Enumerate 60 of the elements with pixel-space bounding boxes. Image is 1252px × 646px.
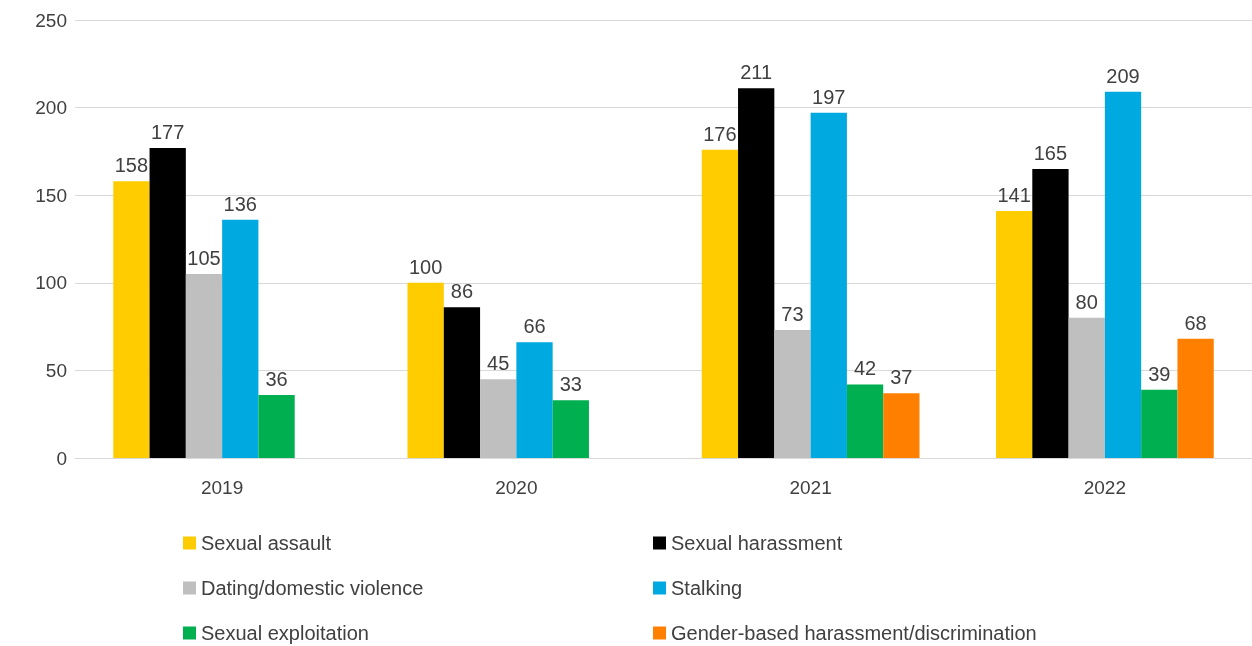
- legend-label: Sexual harassment: [671, 532, 843, 554]
- y-tick-label: 100: [35, 272, 67, 294]
- data-label: 100: [408, 255, 443, 278]
- data-label: 105: [187, 247, 221, 270]
- y-tick-label: 150: [35, 184, 67, 206]
- bar: [552, 400, 589, 458]
- data-label: 158: [114, 154, 149, 177]
- bar: [222, 219, 259, 458]
- bar: [846, 384, 884, 458]
- bar: [1104, 91, 1142, 458]
- bar: [883, 393, 920, 458]
- data-label: 209: [1106, 64, 1140, 87]
- bar: [113, 181, 150, 458]
- bar: [258, 394, 295, 458]
- data-label: 165: [1033, 141, 1068, 164]
- y-tick-label: 0: [56, 447, 67, 469]
- data-label: 33: [559, 373, 582, 396]
- data-label: 37: [890, 366, 913, 389]
- legend-label: Dating/domestic violence: [201, 577, 424, 599]
- bar: [185, 274, 223, 458]
- bar: [407, 282, 444, 458]
- legend-label: Stalking: [671, 577, 743, 599]
- y-tick-label: 200: [35, 97, 67, 119]
- data-label: 141: [997, 183, 1031, 206]
- data-label: 176: [703, 122, 737, 145]
- x-tick-label: 2021: [789, 477, 832, 498]
- y-tick-label: 50: [45, 359, 67, 381]
- y-tick-label: 250: [35, 9, 67, 31]
- data-label: 86: [450, 280, 474, 303]
- legend-label: Sexual exploitation: [201, 622, 369, 644]
- data-label: 197: [812, 85, 846, 108]
- data-label: 45: [487, 352, 510, 375]
- bar: [480, 379, 517, 458]
- bar: [774, 330, 811, 458]
- bar: [1141, 389, 1178, 458]
- bar: [996, 210, 1033, 458]
- x-tick-label: 2020: [495, 477, 538, 498]
- x-tick-label: 2022: [1083, 477, 1127, 498]
- data-label: 66: [523, 315, 546, 338]
- bar: [1177, 338, 1214, 458]
- data-label: 42: [853, 357, 877, 380]
- bar: [1032, 168, 1069, 458]
- bar: [738, 88, 775, 458]
- legend-label: Gender-based harassment/discrimination: [671, 622, 1037, 644]
- bar: [701, 149, 739, 458]
- bar: [443, 307, 481, 458]
- data-label: 68: [1184, 311, 1207, 334]
- data-label: 211: [740, 61, 773, 84]
- data-label: 136: [223, 192, 257, 215]
- data-label: 36: [265, 367, 288, 390]
- bar: [1068, 317, 1105, 458]
- data-label: 39: [1148, 362, 1171, 385]
- bar: [810, 112, 847, 458]
- bar: [516, 342, 553, 458]
- data-label: 73: [781, 303, 804, 326]
- data-label: 177: [151, 120, 185, 143]
- legend-label: Sexual assault: [201, 532, 332, 554]
- x-tick-label: 2019: [200, 477, 244, 498]
- data-label: 80: [1075, 290, 1098, 313]
- bar: [149, 147, 186, 458]
